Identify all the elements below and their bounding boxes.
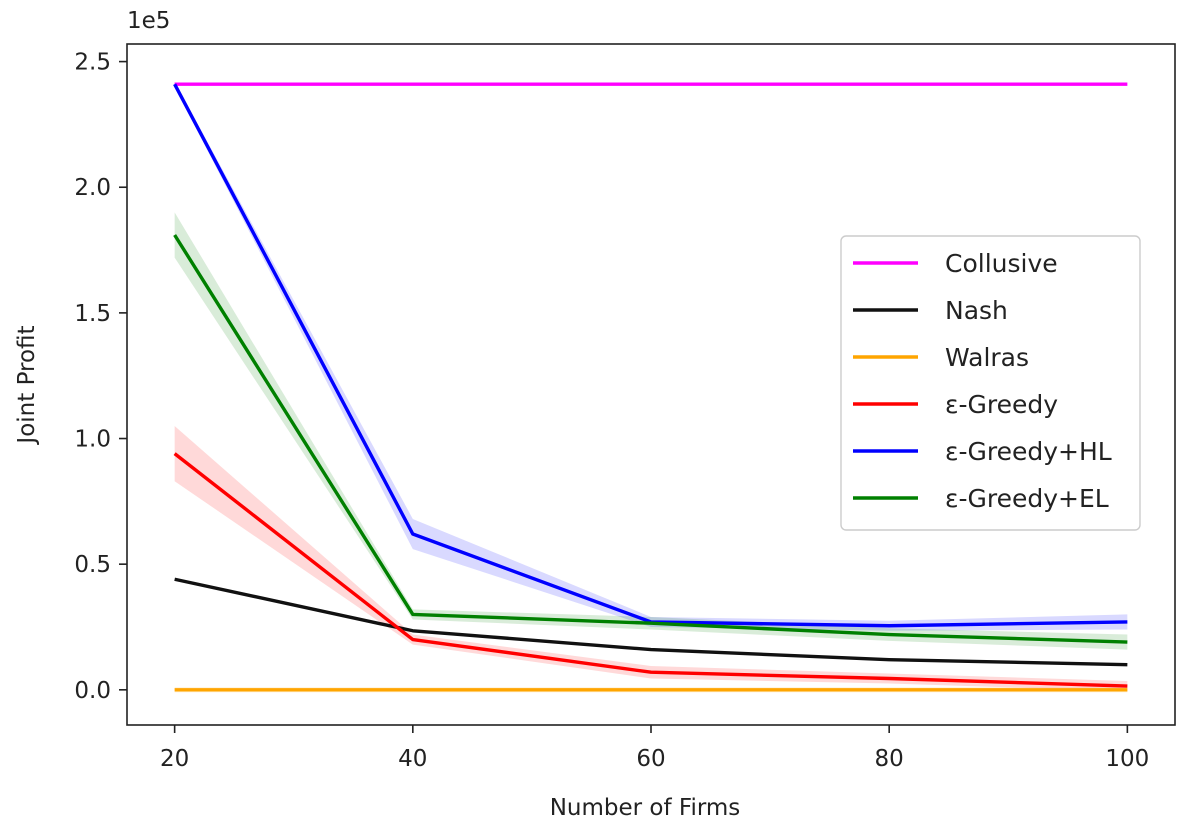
- x-tick-label: 80: [875, 746, 904, 772]
- y-tick-label: 0.5: [74, 552, 111, 578]
- series-line-nash: [174, 577, 1128, 667]
- y-tick-label: 1.5: [74, 301, 111, 327]
- y-axis-offset-label: 1e5: [127, 8, 170, 34]
- x-tick-label: 20: [160, 746, 189, 772]
- legend-label: Collusive: [945, 249, 1058, 278]
- legend-label: ε-Greedy: [945, 390, 1058, 419]
- series-line-greedy-el: [173, 234, 1128, 644]
- y-axis: 0.0 0.5 1.0 1.5 2.0 2.5: [74, 50, 127, 704]
- legend-label: Nash: [945, 296, 1008, 325]
- y-tick-label: 1.0: [74, 427, 111, 453]
- y-tick-label: 2.5: [74, 50, 111, 76]
- x-axis-title: Number of Firms: [550, 795, 741, 821]
- series-lines: [173, 82, 1128, 692]
- y-axis-title: Joint Profit: [14, 325, 40, 445]
- y-tick-label: 0.0: [74, 678, 111, 704]
- legend-label: ε-Greedy+HL: [945, 437, 1112, 466]
- legend-label: ε-Greedy+EL: [945, 484, 1109, 513]
- x-tick-label: 60: [636, 746, 665, 772]
- series-line-greedy: [173, 452, 1128, 688]
- legend: Collusive Nash Walras ε-Greedy ε-Greedy+HL ε-…: [840, 235, 1141, 531]
- y-tick-label: 2.0: [74, 175, 111, 201]
- x-tick-label: 40: [398, 746, 427, 772]
- x-axis: 20 40 60 80 100: [160, 725, 1149, 772]
- x-tick-label: 100: [1105, 746, 1149, 772]
- legend-label: Walras: [945, 343, 1029, 372]
